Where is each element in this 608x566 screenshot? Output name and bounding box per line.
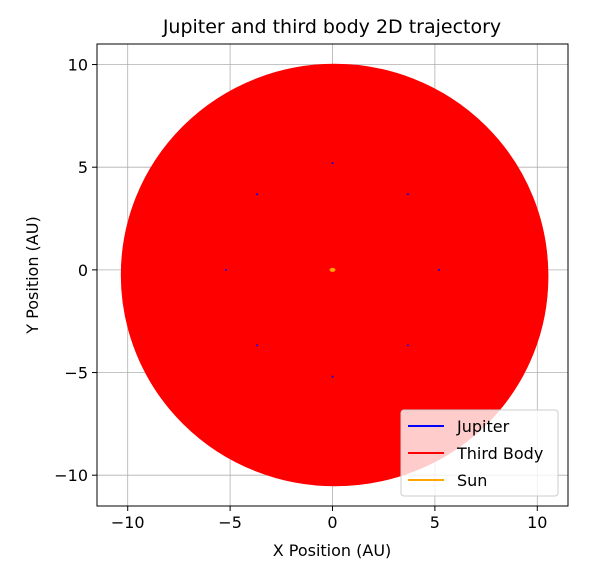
y-tick-label: −10 (54, 466, 88, 485)
jupiter-point (406, 344, 409, 347)
series-layer (120, 63, 549, 487)
y-tick-label: 5 (78, 158, 88, 177)
x-tick-label: 10 (527, 513, 547, 532)
jupiter-point (331, 162, 334, 165)
legend-label-third-body: Third Body (456, 444, 543, 463)
axis-ticks: −10 −5 0 5 10 −10 −5 0 5 10 (54, 56, 547, 532)
jupiter-point (256, 193, 259, 196)
y-tick-label: 10 (68, 56, 88, 75)
x-tick-label: −10 (111, 513, 145, 532)
jupiter-point (225, 268, 228, 271)
jupiter-point (437, 268, 440, 271)
y-tick-label: 0 (78, 261, 88, 280)
jupiter-point (331, 375, 334, 378)
legend-box (400, 409, 559, 497)
jupiter-point (406, 193, 409, 196)
x-tick-label: −5 (218, 513, 242, 532)
y-tick-label: −5 (64, 364, 88, 383)
x-tick-label: 0 (327, 513, 337, 532)
third-body-orbit-strand (125, 68, 549, 486)
sun-point (329, 267, 336, 272)
legend: Jupiter Third Body Sun (400, 409, 559, 497)
y-axis-label: Y Position (AU) (23, 216, 42, 334)
x-axis-label: X Position (AU) (273, 541, 392, 560)
third-body-orbit-strand (121, 66, 542, 482)
x-tick-label: 5 (430, 513, 440, 532)
legend-label-sun: Sun (457, 471, 487, 490)
chart-title: Jupiter and third body 2D trajectory (162, 16, 501, 38)
legend-label-jupiter: Jupiter (456, 417, 510, 436)
jupiter-point (256, 344, 259, 347)
